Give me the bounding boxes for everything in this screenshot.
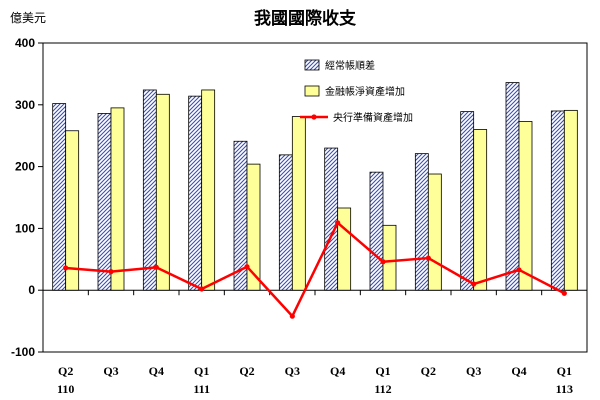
x-tick-label: Q4 xyxy=(149,364,164,378)
point-reserve-assets xyxy=(199,286,205,292)
bar-financial-account xyxy=(563,109,578,291)
line-series xyxy=(63,220,567,319)
bar-financial-account xyxy=(382,224,397,291)
x-tick-label: Q4 xyxy=(511,364,526,378)
y-tick-label: 100 xyxy=(15,221,35,235)
x-year-label: 113 xyxy=(556,382,573,396)
chart-title: 我國國際收支 xyxy=(254,8,357,29)
bar-current-account xyxy=(369,171,384,291)
bar-financial-account xyxy=(473,129,488,291)
bar-current-account xyxy=(414,153,429,291)
bar-current-account xyxy=(97,113,112,291)
y-tick-label: 0 xyxy=(28,283,35,297)
point-reserve-assets xyxy=(335,220,341,226)
y-tick-label: -100 xyxy=(11,345,35,359)
bars xyxy=(52,82,578,296)
point-reserve-assets xyxy=(63,265,69,271)
legend-marker-reserve-assets xyxy=(311,114,317,120)
line-reserve-assets xyxy=(65,221,565,318)
bar-financial-account xyxy=(110,107,125,291)
bar-financial-account xyxy=(201,89,216,291)
x-tick-label: Q1 xyxy=(557,364,572,378)
bar-current-account xyxy=(142,89,157,291)
point-reserve-assets xyxy=(153,264,159,270)
legend-label-reserve-assets: 央行準備資產增加 xyxy=(333,111,413,124)
x-year-label: 110 xyxy=(57,382,74,396)
bar-financial-account xyxy=(518,121,533,291)
point-reserve-assets xyxy=(244,264,250,270)
x-tick-label: Q3 xyxy=(285,364,300,378)
y-tick-label: 300 xyxy=(15,98,35,112)
x-tick-label: Q2 xyxy=(421,364,436,378)
bar-financial-account xyxy=(65,130,80,291)
y-tick-label: 200 xyxy=(15,160,35,174)
bar-current-account xyxy=(278,154,293,291)
legend-swatch-financial-account xyxy=(304,85,320,97)
x-year-label: 111 xyxy=(193,382,210,396)
x-tick-label: Q3 xyxy=(466,364,481,378)
bar-financial-account xyxy=(246,163,261,291)
point-reserve-assets xyxy=(425,255,431,261)
legend-swatch-current-account xyxy=(304,59,320,71)
bar-current-account xyxy=(505,82,520,291)
x-axis: Q2 110 Q3 Q4 Q1 111 Q2 Q3 Q4 Q1 112 Q2 Q3 Q4 Q1 113 xyxy=(57,364,573,396)
bar-financial-account xyxy=(337,207,352,291)
x-tick-label: Q1 xyxy=(194,364,209,378)
point-reserve-assets xyxy=(561,290,567,296)
bar-current-account xyxy=(460,111,475,291)
y-tick-label: 400 xyxy=(15,36,35,50)
x-tick-label: Q2 xyxy=(58,364,73,378)
point-reserve-assets xyxy=(471,281,477,287)
bar-current-account xyxy=(188,95,203,291)
bar-current-account xyxy=(52,103,67,291)
bar-current-account xyxy=(550,110,565,291)
y-axis: -100 0 100 200 300 400 xyxy=(11,36,43,359)
x-tick-label: Q3 xyxy=(103,364,118,378)
y-axis-label: 億美元 xyxy=(10,11,46,25)
x-tick-label: Q1 xyxy=(375,364,390,378)
point-reserve-assets xyxy=(516,267,522,273)
x-year-label: 112 xyxy=(374,382,391,396)
x-tick-label: Q2 xyxy=(239,364,254,378)
bar-current-account xyxy=(324,147,339,291)
point-reserve-assets xyxy=(289,313,295,319)
point-reserve-assets xyxy=(108,269,114,275)
legend: 經常帳順差 金融帳淨資產增加 央行準備資產增加 xyxy=(300,59,413,124)
bar-financial-account xyxy=(155,93,170,291)
legend-label-financial-account: 金融帳淨資產增加 xyxy=(325,85,405,98)
point-reserve-assets xyxy=(380,259,386,265)
bar-financial-account xyxy=(427,173,442,291)
legend-label-current-account: 經常帳順差 xyxy=(325,59,375,72)
x-tick-label: Q4 xyxy=(330,364,345,378)
bar-financial-account xyxy=(291,116,306,291)
plot-area xyxy=(42,42,588,353)
